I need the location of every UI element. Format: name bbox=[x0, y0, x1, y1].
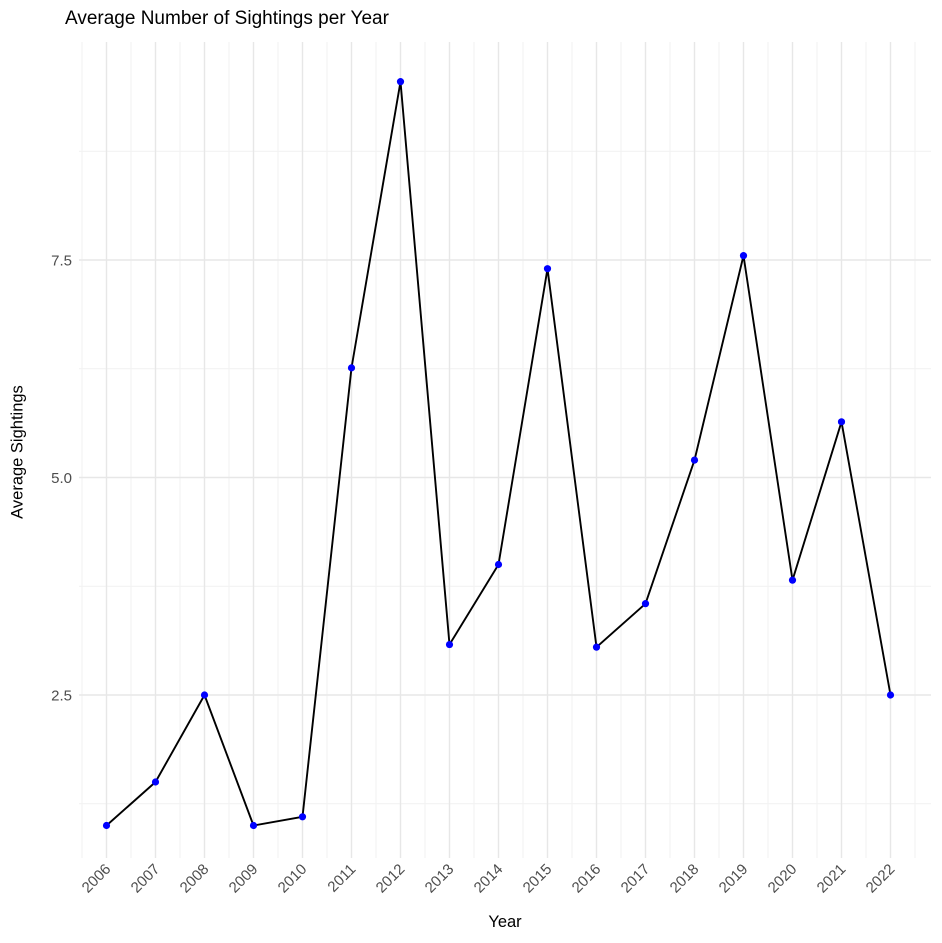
y-axis-title: Average Sightings bbox=[8, 385, 27, 519]
data-point-2008 bbox=[200, 691, 209, 699]
x-tick-label: 2008 bbox=[177, 861, 213, 897]
y-tick-label: 5.0 bbox=[51, 470, 72, 487]
x-tick-label: 2022 bbox=[863, 861, 899, 897]
x-tick-label: 2014 bbox=[471, 861, 507, 897]
data-point-2020 bbox=[788, 576, 797, 584]
data-point-2019 bbox=[739, 252, 748, 260]
chart-title: Average Number of Sightings per Year bbox=[65, 8, 389, 29]
data-point-2021 bbox=[837, 418, 846, 426]
data-point-2017 bbox=[641, 600, 650, 608]
data-point-2014 bbox=[494, 560, 503, 569]
x-tick-label: 2009 bbox=[226, 861, 262, 897]
data-point-2010 bbox=[298, 813, 307, 821]
data-point-2015 bbox=[543, 265, 552, 273]
x-tick-label: 2017 bbox=[618, 861, 654, 897]
y-tick-label: 2.5 bbox=[51, 688, 72, 705]
data-point-2013 bbox=[445, 640, 454, 649]
x-tick-label: 2006 bbox=[79, 861, 115, 897]
x-tick-label: 2007 bbox=[128, 861, 164, 897]
x-tick-label: 2019 bbox=[716, 861, 752, 897]
data-point-2006 bbox=[102, 821, 111, 830]
x-tick-label: 2020 bbox=[765, 861, 801, 897]
data-point-2016 bbox=[592, 643, 601, 651]
data-point-2011 bbox=[347, 364, 356, 372]
data-point-2007 bbox=[151, 778, 160, 786]
x-tick-label: 2018 bbox=[667, 861, 703, 897]
x-tick-label: 2015 bbox=[520, 861, 556, 897]
x-axis-title: Year bbox=[488, 913, 522, 931]
x-tick-label: 2010 bbox=[275, 861, 311, 897]
data-point-2022 bbox=[886, 691, 895, 699]
data-point-2012 bbox=[396, 78, 405, 86]
data-point-2009 bbox=[249, 821, 258, 830]
x-tick-label: 2011 bbox=[324, 861, 359, 896]
y-tick-label: 7.5 bbox=[51, 253, 72, 270]
x-tick-label: 2013 bbox=[422, 861, 458, 897]
x-tick-label: 2012 bbox=[373, 861, 409, 897]
x-tick-label: 2016 bbox=[569, 861, 605, 897]
x-tick-label: 2021 bbox=[814, 861, 850, 897]
data-point-2018 bbox=[690, 456, 699, 464]
